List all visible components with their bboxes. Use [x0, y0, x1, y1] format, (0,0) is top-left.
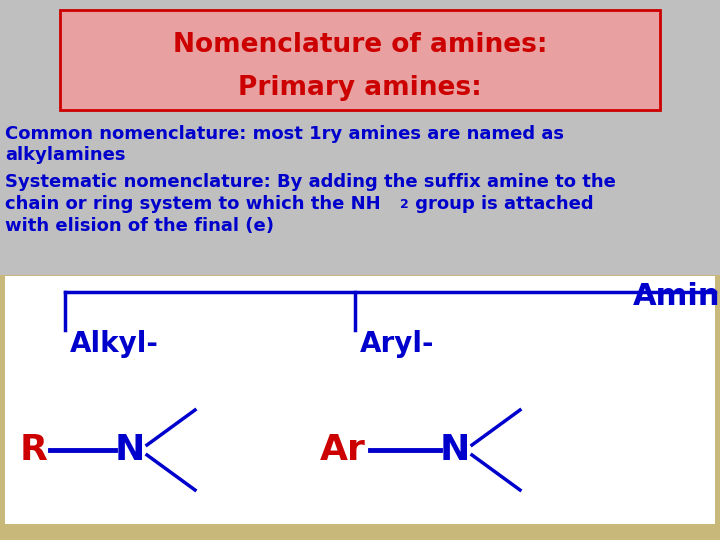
Text: with elision of the final (e): with elision of the final (e) [5, 217, 274, 235]
Bar [5, 276, 715, 524]
Text: Primary amines:: Primary amines: [238, 75, 482, 101]
Text: alkylamines: alkylamines [5, 146, 125, 164]
Text: Systematic nomenclature: By adding the suffix amine to the: Systematic nomenclature: By adding the s… [5, 173, 616, 191]
Text: Alkyl-: Alkyl- [70, 330, 159, 358]
Text: group is attached: group is attached [409, 195, 593, 213]
Text: Aryl-: Aryl- [360, 330, 434, 358]
Text: 2: 2 [400, 198, 409, 211]
Text: N: N [115, 433, 145, 467]
Text: Ar: Ar [320, 433, 366, 467]
Bar [0, 275, 720, 540]
Text: R: R [20, 433, 48, 467]
Bar [60, 10, 660, 110]
Text: Amin: Amin [632, 282, 720, 311]
Text: Nomenclature of amines:: Nomenclature of amines: [173, 32, 547, 58]
Text: chain or ring system to which the NH: chain or ring system to which the NH [5, 195, 381, 213]
Text: N: N [440, 433, 470, 467]
Text: Common nomenclature: most 1ry amines are named as: Common nomenclature: most 1ry amines are… [5, 125, 564, 143]
